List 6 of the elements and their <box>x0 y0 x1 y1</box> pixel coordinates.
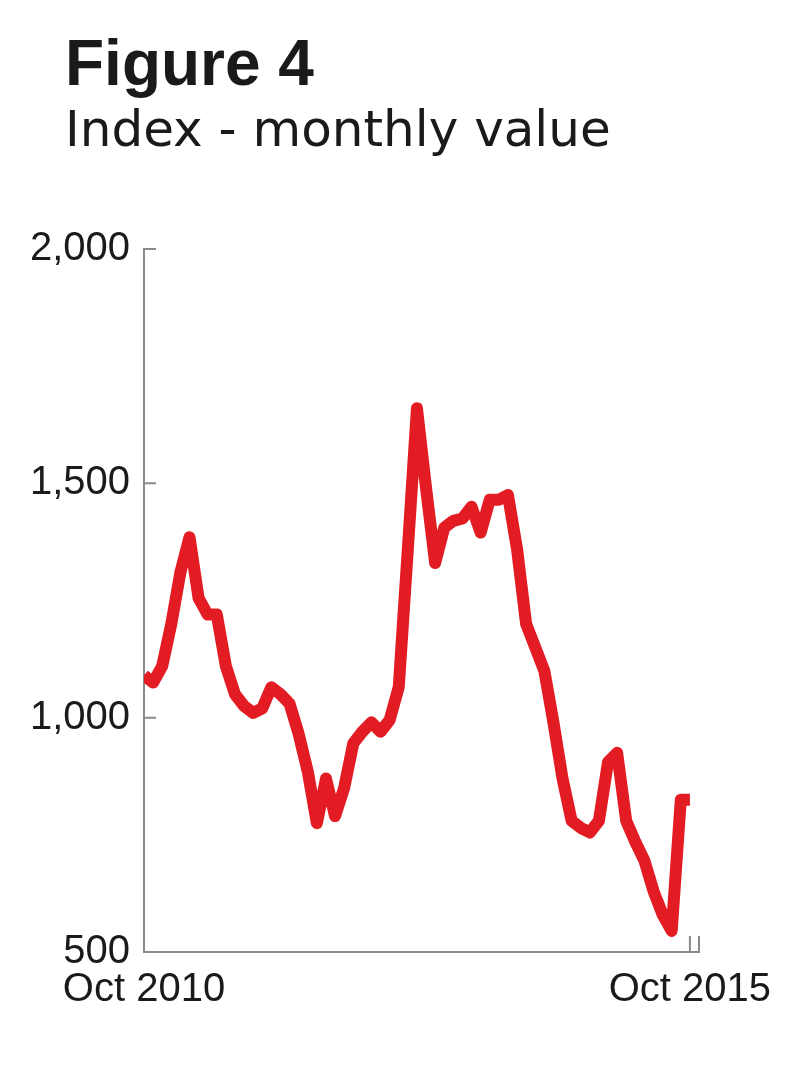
y-tick-label: 1,000 <box>29 692 130 737</box>
chart-title: Figure 4 <box>64 26 315 99</box>
x-tick-label: Oct 2015 <box>608 965 772 1010</box>
y-tick-label: 1,500 <box>29 458 130 503</box>
chart-subtitle: Index - monthly value <box>64 100 612 158</box>
y-tick-label: 2,000 <box>29 224 130 269</box>
